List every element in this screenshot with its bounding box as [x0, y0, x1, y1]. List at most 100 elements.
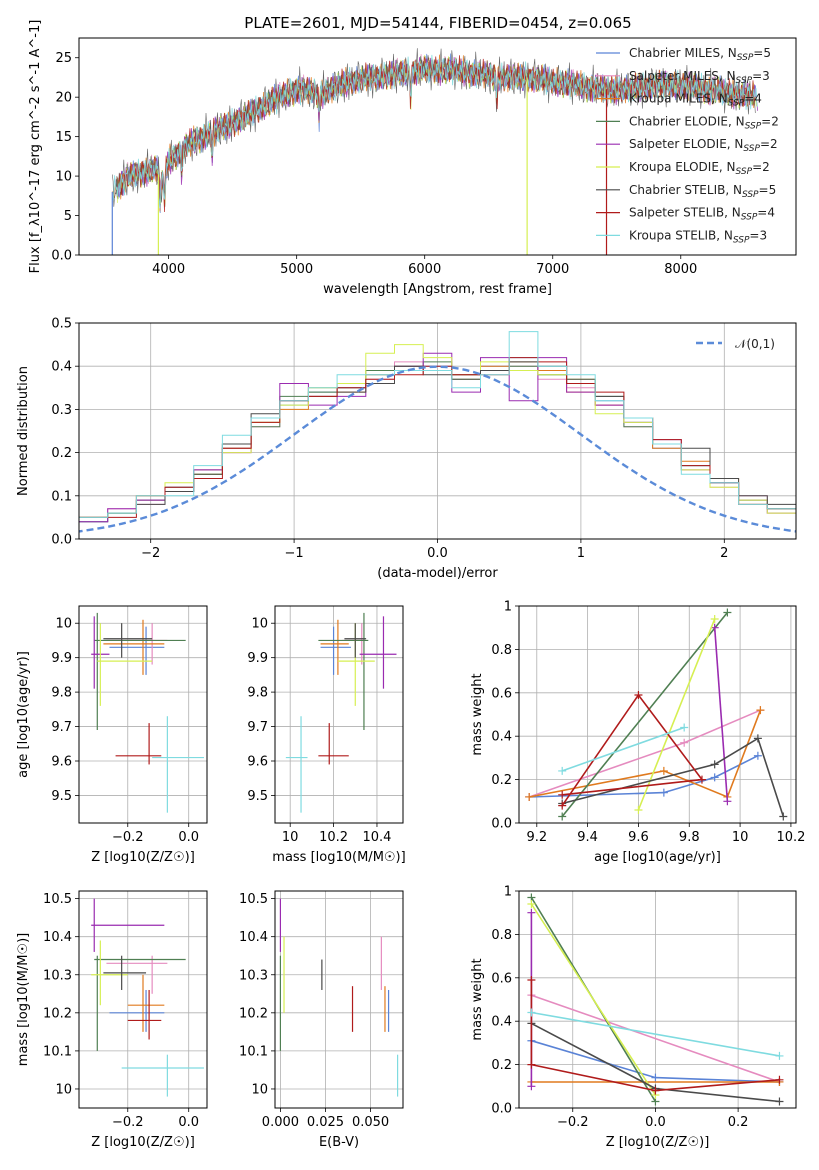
y-tick-label: 0.6	[491, 971, 512, 986]
grid	[275, 891, 403, 1108]
chart-age-mass: 10 10.2 10.4 9.5 9.6 9.7 9.8 9.9 10 mass [log10(M…	[247, 605, 406, 865]
x-tick-label: 10.2	[776, 830, 805, 845]
y-tick-label: 10.1	[239, 1044, 268, 1059]
weight-marker	[651, 1086, 660, 1095]
legend-label: 𝒩(0,1)	[735, 337, 775, 351]
y-tick-label: 9.5	[51, 789, 72, 804]
histogram-steps	[79, 361, 796, 527]
y-tick-label: 9.7	[247, 720, 268, 735]
plot-area	[91, 898, 204, 1097]
x-tick-label: 4000	[152, 262, 185, 277]
weight-marker	[723, 608, 732, 617]
x-tick-label: 10.4	[362, 830, 391, 845]
y-tick-label: 0.5	[51, 317, 72, 332]
y-tick-label: 0.3	[51, 403, 72, 418]
plot-area	[79, 331, 796, 533]
y-tick-label: 0.0	[51, 533, 72, 548]
weight-marker	[558, 801, 567, 810]
chart-residuals: −2 −1 0.0 1 2 0.0 0.1 0.2 0.3 0.4 0.5 (data-model)/…	[16, 317, 797, 581]
weight-line	[531, 994, 780, 1083]
chart-spectrum: 4000 5000 6000 7000 80000.0510152025waveleng…	[28, 20, 797, 297]
y-tick-label: 9.6	[247, 755, 268, 770]
y-tick-label: 10.4	[43, 930, 72, 945]
legend-nssp-value: 4	[754, 92, 762, 106]
y-tick-label: 10.2	[239, 1006, 268, 1021]
chart-weight-Z: −0.2 0.0 0.2 0.0 0.2 0.4 0.6 0.8 1 Z [log10(Z/Z☉)…	[470, 885, 797, 1150]
x-tick-label: 10	[282, 830, 299, 845]
y-tick-label: 0.4	[491, 1015, 512, 1030]
legend-label: Kroupa MILES, NSSP=4	[629, 92, 762, 109]
x-tick-label: 10	[732, 830, 749, 845]
x-tick-label: 0.0	[178, 830, 199, 845]
legend-ssp-subscript: SSP	[728, 99, 745, 109]
legend-n-label: , N	[720, 46, 737, 60]
y-tick-label: 5	[64, 209, 72, 224]
plot-frame	[518, 890, 797, 1109]
legend-label: Chabrier STELIB, NSSP=5	[629, 183, 776, 200]
legend-ssp-subscript: SSP	[736, 167, 753, 177]
legend-nssp-value: 5	[769, 183, 777, 197]
weight-line	[530, 903, 657, 1096]
plot-area	[525, 608, 788, 821]
legend-ssp-subscript: SSP	[743, 144, 760, 154]
legend-equals: =	[759, 183, 769, 197]
y-axis-label: Normed distribution	[16, 366, 31, 496]
legend-label: Salpeter STELIB, NSSP=4	[629, 206, 775, 223]
x-axis-label: Z [log10(Z/Z☉)]	[91, 850, 195, 865]
legend-nssp-value: 2	[770, 137, 778, 151]
weight-line	[562, 737, 785, 817]
legend-nssp-value: 5	[763, 46, 771, 60]
plot-area	[111, 48, 758, 255]
weight-marker	[680, 723, 689, 732]
legend-equals: =	[752, 69, 762, 83]
figure-title: PLATE=2601, MJD=54144, FIBERID=0454, z=0…	[244, 14, 631, 32]
x-tick-label: 0.0	[645, 1115, 666, 1130]
weight-marker	[723, 797, 732, 806]
grid	[519, 890, 796, 1109]
weight-marker	[710, 615, 719, 624]
weight-line	[561, 611, 729, 818]
x-axis-label: E(B-V)	[319, 1135, 359, 1150]
weight-line	[637, 618, 716, 811]
histogram-steps	[79, 361, 796, 523]
y-tick-label: 10.5	[43, 892, 72, 907]
y-tick-label: 20	[55, 91, 72, 106]
legend-n-label: , N	[728, 114, 745, 128]
plot-frame	[274, 605, 404, 824]
y-tick-label: 10.4	[239, 930, 268, 945]
y-tick-label: 25	[55, 51, 72, 66]
legend-n-label: , N	[724, 206, 741, 220]
y-tick-label: 10.3	[239, 968, 268, 983]
x-tick-label: 6000	[408, 262, 441, 277]
y-axis-label: mass [log10(M/M☉)]	[16, 933, 31, 1066]
x-tick-label: 0.0	[427, 546, 448, 561]
y-tick-label: 10	[251, 1082, 268, 1097]
x-axis-label: age [log10(age/yr)]	[594, 850, 721, 865]
histogram-steps	[79, 352, 796, 523]
plot-frame	[78, 890, 208, 1109]
legend-series-name: Kroupa MILES	[629, 92, 711, 106]
legend-equals: =	[749, 228, 759, 242]
legend-nssp-value: 2	[762, 160, 770, 174]
y-axis-label: age [log10(age/yr)]	[16, 651, 31, 778]
plot-frame	[518, 605, 797, 824]
legend-equals: =	[760, 137, 770, 151]
chart-weight-age: 9.2 9.4 9.6 9.8 10 10.2 0.0 0.2 0.4 0.6 0.8 1 age [l…	[470, 600, 805, 866]
y-tick-label: 9.7	[51, 720, 72, 735]
y-tick-label: 9.8	[247, 686, 268, 701]
weight-marker	[775, 1051, 784, 1060]
x-tick-label: 0.000	[262, 1115, 299, 1130]
weight-marker	[527, 908, 536, 917]
y-tick-label: 0.0	[491, 817, 512, 832]
x-tick-label: 9.4	[577, 830, 598, 845]
legend-nssp-value: 3	[759, 228, 767, 242]
grid	[79, 322, 796, 540]
x-tick-label: −0.2	[557, 1115, 589, 1130]
legend-series-name: Salpeter MILES	[629, 69, 719, 83]
x-tick-label: 0.050	[352, 1115, 389, 1130]
legend-ssp-subscript: SSP	[745, 121, 762, 131]
x-tick-label: 0.0	[178, 1115, 199, 1130]
y-axis-label: Flux [f_λ10^-17 erg cm^-2 s^-1 A^-1]	[28, 20, 43, 274]
legend-label: Chabrier MILES, NSSP=5	[629, 46, 771, 63]
weight-marker	[651, 1073, 660, 1082]
